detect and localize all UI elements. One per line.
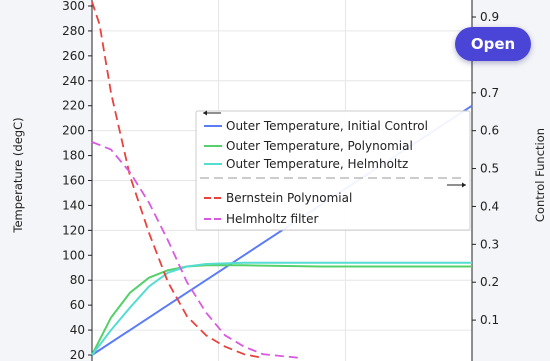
left-tick-label: 160	[62, 174, 85, 188]
left-tick-label: 20	[70, 348, 85, 361]
left-tick-label: 280	[62, 24, 85, 38]
left-tick-label: 260	[62, 49, 85, 63]
left-tick-label: 300	[62, 0, 85, 13]
series-line-3	[91, 1, 264, 359]
legend-entry-label: Outer Temperature, Polynomial	[226, 139, 413, 153]
left-axis-label: Temperature (degC)	[11, 117, 25, 233]
left-tick-label: 40	[70, 323, 85, 337]
left-tick-label: 240	[62, 74, 85, 88]
left-tick-label: 100	[62, 248, 85, 262]
right-tick-label: 0.6	[480, 124, 499, 138]
left-tick-label: 180	[62, 149, 85, 163]
right-tick-label: 0.2	[480, 275, 499, 289]
right-tick-label: 0.4	[480, 199, 499, 213]
right-tick-label: 0.5	[480, 162, 499, 176]
left-tick-label: 120	[62, 223, 85, 237]
right-tick-label: 0.9	[480, 10, 499, 24]
legend-entry-label: Outer Temperature, Initial Control	[226, 119, 428, 133]
left-tick-label: 60	[70, 298, 85, 312]
legend-entry-label: Bernstein Polynomial	[226, 191, 352, 205]
left-tick-label: 200	[62, 124, 85, 138]
legend-handle-top-arrow	[203, 110, 207, 116]
left-tick-label: 80	[70, 273, 85, 287]
legend-entry-label: Outer Temperature, Helmholtz	[226, 157, 408, 171]
right-tick-label: 0.7	[480, 86, 499, 100]
series-line-2	[91, 261, 472, 356]
right-tick-label: 0.3	[480, 237, 499, 251]
left-tick-label: 220	[62, 99, 85, 113]
legend-entry-label: Helmholtz filter	[226, 212, 319, 226]
series-line-4	[91, 141, 302, 359]
legend: Outer Temperature, Initial Control Outer …	[195, 110, 471, 231]
right-tick-label: 0.1	[480, 313, 499, 327]
left-tick-label: 140	[62, 198, 85, 212]
open-button[interactable]: Open	[455, 27, 531, 61]
legend-box	[195, 110, 471, 231]
right-axis-label: Control Function	[533, 128, 547, 222]
legend-handle-right-arrow	[462, 182, 466, 188]
